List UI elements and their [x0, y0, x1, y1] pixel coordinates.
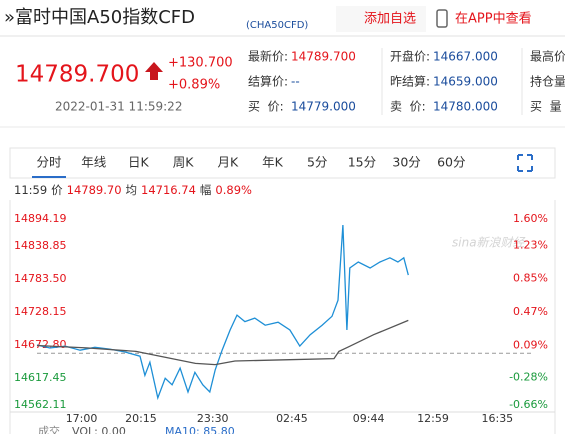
field-value: 14789.700	[291, 50, 356, 64]
tab[interactable]: 周K	[173, 155, 195, 170]
quote-time: 2022-01-31 11:59:22	[55, 100, 182, 114]
info-label: 幅	[200, 183, 212, 197]
y2-tick-label: -0.66%	[509, 398, 548, 411]
y2-tick-label: 1.23%	[513, 238, 548, 251]
y-tick-label: 14728.15	[14, 305, 67, 318]
x-tick-label: 17:00	[66, 412, 98, 425]
y2-tick-label: 0.85%	[513, 272, 548, 285]
field-label: 持仓量	[530, 74, 565, 89]
field-label: 最高价	[530, 49, 565, 64]
info-line: 11:59 价 14789.70 均 14716.74 幅 0.89%	[14, 183, 252, 197]
x-tick-label: 16:35	[481, 412, 513, 425]
tab[interactable]: 月K	[217, 155, 239, 170]
open-in-app[interactable]: 在APP中查看	[455, 11, 532, 27]
x-tick-label: 20:15	[125, 412, 157, 425]
info-time: 11:59	[14, 183, 47, 197]
code: (CHA50CFD)	[246, 20, 308, 31]
y2-tick-label: 0.09%	[513, 338, 548, 351]
add-btn-bg[interactable]	[336, 6, 426, 32]
info-label: 均	[126, 183, 138, 197]
x-tick-label: 12:59	[417, 412, 449, 425]
field-value: 14659.000	[433, 75, 498, 89]
y-tick-label: 14894.19	[14, 212, 67, 225]
y-tick-label: 14672.80	[14, 338, 67, 351]
series-line	[36, 224, 409, 401]
tab[interactable]: 15分	[348, 155, 376, 170]
vol-title: 成交	[38, 424, 60, 434]
info-pct: 0.89%	[215, 183, 252, 197]
info-label: 价	[51, 183, 63, 197]
tab[interactable]: 年线	[81, 155, 107, 170]
vol-value: VOL: 0.00	[72, 425, 126, 434]
fullscreen-icon[interactable]	[517, 154, 533, 172]
y2-tick-label: -0.28%	[509, 371, 548, 384]
x-tick-label: 09:44	[353, 412, 385, 425]
field-label: 卖 价:	[390, 100, 426, 114]
y-tick-label: 14617.45	[14, 371, 67, 384]
y-tick-label: 14562.11	[14, 398, 67, 411]
field-label: 昨结算:	[390, 74, 430, 89]
phone-icon	[436, 9, 448, 28]
price: 14789.700	[15, 62, 139, 88]
field-value: 14667.000	[433, 50, 498, 64]
tab[interactable]: 年K	[262, 155, 284, 170]
y-tick-label: 14783.50	[14, 272, 67, 285]
up-arrow	[145, 62, 163, 80]
add-watchlist[interactable]: 添加自选	[364, 12, 416, 27]
field-label: 结算价:	[248, 74, 288, 89]
field-value: 14779.000	[291, 100, 356, 114]
watermark: sina新浪财经	[452, 236, 527, 250]
field-label: 买 量	[530, 100, 562, 114]
info-avg: 14716.74	[141, 183, 196, 197]
field-value: 14780.000	[433, 100, 498, 114]
vol-ma10: MA10: 85.80	[165, 425, 235, 434]
field-label: 最新价:	[248, 49, 288, 64]
x-tick-label: 02:45	[276, 412, 308, 425]
tab[interactable]: 5分	[307, 155, 327, 170]
tab[interactable]: 30分	[392, 155, 420, 170]
x-tick-label: 23:30	[197, 412, 229, 425]
tab[interactable]: 日K	[128, 155, 150, 170]
field-value: --	[291, 75, 300, 89]
tab[interactable]: 分时	[36, 155, 62, 170]
info-price: 14789.70	[67, 183, 122, 197]
change-pct: +0.89%	[168, 78, 220, 93]
series-line	[36, 319, 409, 366]
field-label: 开盘价:	[390, 49, 430, 64]
field-label: 买 价:	[248, 100, 284, 114]
title: »富时中国A50指数CFD	[4, 7, 195, 28]
change: +130.700	[168, 56, 233, 71]
y2-tick-label: 0.47%	[513, 305, 548, 318]
tab-bar	[9, 147, 556, 179]
tab[interactable]: 60分	[437, 155, 465, 170]
y2-tick-label: 1.60%	[513, 212, 548, 225]
y-tick-label: 14838.85	[14, 239, 67, 252]
